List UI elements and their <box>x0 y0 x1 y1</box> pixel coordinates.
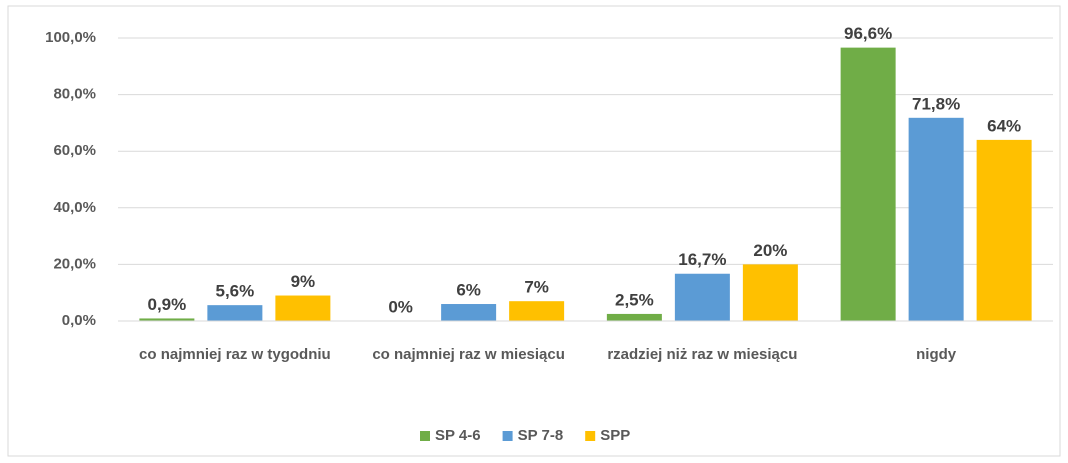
value-label: 64% <box>987 116 1021 135</box>
y-tick-label: 40,0% <box>53 199 96 216</box>
bar <box>509 301 565 321</box>
legend-label: SP 7-8 <box>518 427 564 444</box>
value-label: 5,6% <box>216 282 255 301</box>
value-label: 96,6% <box>844 24 892 43</box>
y-tick-label: 100,0% <box>45 29 96 46</box>
legend-swatch <box>585 431 596 441</box>
bar <box>139 318 195 321</box>
value-label: 71,8% <box>912 94 960 113</box>
value-label: 7% <box>524 278 549 297</box>
x-tick-label: rzadziej niż raz w miesiącu <box>607 346 798 363</box>
value-label: 0,9% <box>148 295 187 314</box>
y-tick-label: 20,0% <box>53 255 96 272</box>
y-tick-label: 60,0% <box>53 142 96 159</box>
legend-swatch <box>502 431 513 441</box>
chart-frame <box>7 5 1061 457</box>
value-label: 0% <box>388 297 413 316</box>
value-label: 16,7% <box>678 250 726 269</box>
bar <box>207 305 263 321</box>
y-tick-label: 80,0% <box>53 86 96 103</box>
value-label: 9% <box>291 272 316 291</box>
legend-label: SPP <box>600 427 630 444</box>
bar <box>441 304 497 321</box>
legend-label: SP 4-6 <box>435 427 481 444</box>
value-label: 2,5% <box>615 290 654 309</box>
bar <box>275 295 331 321</box>
value-label: 6% <box>456 281 481 300</box>
bar <box>840 47 896 321</box>
bar <box>742 264 798 321</box>
bar <box>908 117 964 321</box>
value-label: 20% <box>753 241 787 260</box>
bar <box>606 313 662 321</box>
x-tick-label: co najmniej raz w tygodniu <box>139 346 331 363</box>
x-tick-label: co najmniej raz w miesiącu <box>372 346 565 363</box>
bar <box>674 273 730 321</box>
x-tick-label: nigdy <box>916 346 957 363</box>
legend-swatch <box>420 431 430 441</box>
bar <box>976 139 1032 321</box>
y-tick-label: 0,0% <box>62 312 96 329</box>
